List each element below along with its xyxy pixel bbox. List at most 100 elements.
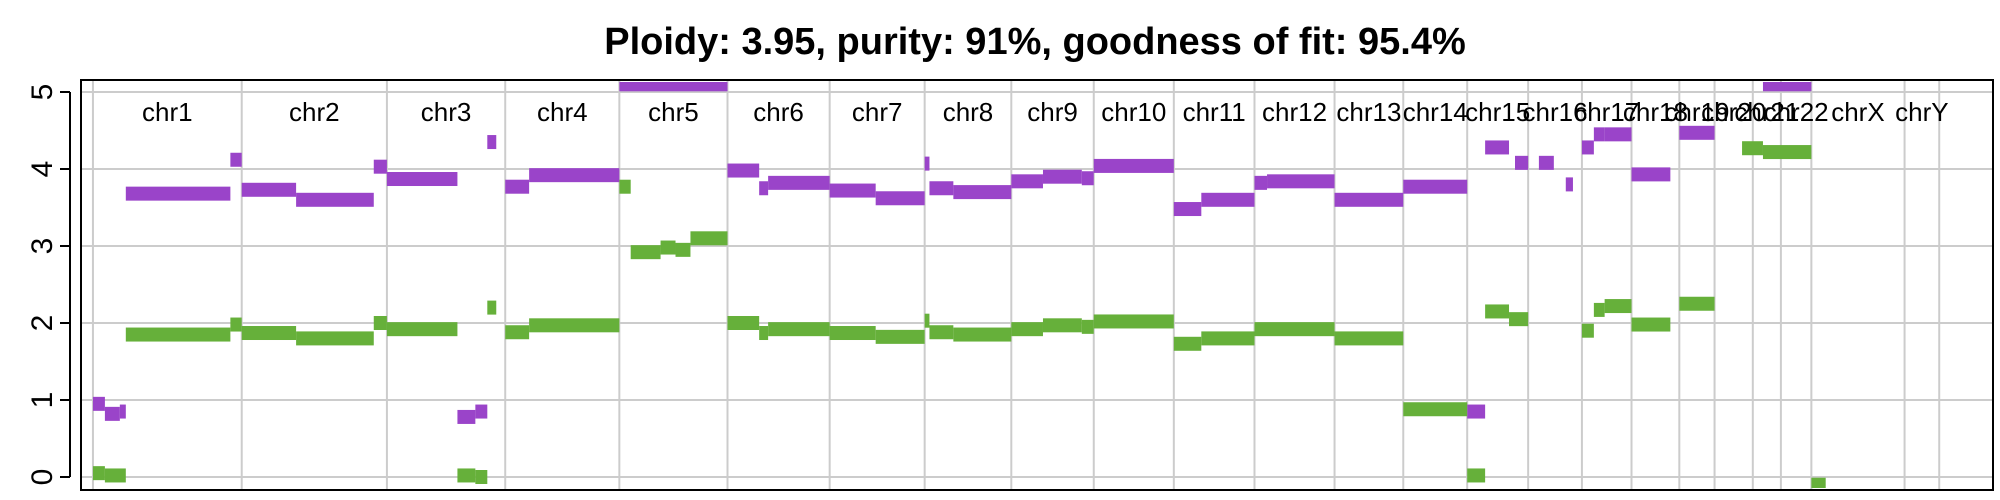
chromosome-label-chr18: chr18 (1623, 97, 1688, 127)
chromosome-label-chr13: chr13 (1336, 97, 1401, 127)
segment-s1-1 (104, 468, 126, 483)
segment-s0-22 (953, 185, 1012, 200)
segment-s1-18 (727, 316, 760, 330)
segment-s1-25 (953, 327, 1012, 342)
chromosome-label-chr21: chr21 (1734, 97, 1799, 127)
segment-s0-4 (230, 152, 242, 167)
segment-s1-19 (759, 326, 769, 341)
segment-s1-28 (1081, 319, 1094, 334)
segments (92, 82, 1826, 488)
segment-s0-29 (1254, 175, 1268, 190)
chromosome-label-chr9: chr9 (1027, 97, 1078, 127)
chromosome-label-chr11: chr11 (1183, 97, 1246, 127)
chart-title: Ploidy: 3.95, purity: 91%, goodness of f… (604, 21, 1466, 63)
segment-s0-33 (1467, 404, 1486, 419)
segment-s1-13 (619, 179, 631, 194)
segment-s1-33 (1334, 331, 1404, 346)
chromosome-label-chr5: chr5 (648, 97, 699, 127)
segment-s0-37 (1565, 177, 1573, 192)
segment-s0-30 (1267, 174, 1335, 189)
segment-s0-39 (1593, 127, 1605, 142)
chromosome-labels: chr1 chr2 chr3 chr4 chr5 chr6 chr7 chr8 chr9 chr1… (142, 97, 1949, 127)
segment-s1-14 (630, 245, 661, 260)
segment-s0-41 (1631, 167, 1671, 182)
segment-s0-43 (1762, 82, 1812, 92)
segment-s1-44 (1762, 145, 1812, 160)
segment-s0-25 (1081, 171, 1094, 186)
segment-s0-18 (829, 183, 876, 198)
chromosome-label-chr15: chr15 (1465, 97, 1530, 127)
chromosome-label-chr4: chr4 (537, 97, 588, 127)
grid-lines (81, 80, 1993, 490)
segment-s0-5 (241, 182, 297, 197)
segment-s1-29 (1093, 314, 1174, 329)
segment-s1-34 (1403, 402, 1468, 417)
segment-s1-35 (1467, 468, 1486, 483)
segment-s1-41 (1631, 317, 1671, 332)
segment-s1-26 (1011, 322, 1043, 337)
y-tick-label-0: 0 (26, 469, 59, 486)
y-axis: 0 1 2 3 4 5 (26, 84, 71, 486)
segment-s0-10 (475, 404, 488, 419)
segment-s0-35 (1515, 155, 1529, 170)
segment-s1-43 (1742, 141, 1763, 156)
plot-frame (80, 79, 1994, 491)
segment-s1-32 (1254, 322, 1335, 337)
segment-s1-24 (929, 325, 954, 340)
segment-s1-21 (829, 326, 876, 341)
segment-s1-6 (373, 316, 387, 330)
segment-s1-3 (230, 317, 242, 332)
chromosome-label-chrY: chrY (1895, 97, 1948, 127)
segment-s1-27 (1042, 318, 1082, 333)
segment-s0-23 (1011, 174, 1043, 189)
segment-s0-16 (759, 181, 769, 196)
segment-s0-9 (457, 409, 476, 424)
chromosome-label-chrX: chrX (1831, 97, 1884, 127)
segment-s1-37 (1509, 312, 1529, 327)
segment-s0-17 (768, 175, 830, 190)
segment-s0-38 (1581, 140, 1594, 155)
segment-s1-31 (1201, 331, 1255, 346)
segment-s1-45 (1811, 477, 1826, 488)
segment-s1-30 (1173, 336, 1202, 351)
chromosome-label-chr20: chr20 (1701, 97, 1766, 127)
segment-s1-39 (1593, 302, 1605, 317)
segment-s1-22 (875, 329, 925, 344)
chromosome-label-chr3: chr3 (421, 97, 472, 127)
segment-s0-42 (1679, 125, 1715, 140)
chromosome-label-chr22: chr22 (1764, 97, 1829, 127)
segment-s0-21 (929, 181, 954, 196)
segment-s1-0 (92, 466, 105, 481)
chromosome-label-chr1: chr1 (142, 97, 193, 127)
segment-s0-34 (1485, 140, 1510, 155)
segment-s0-20 (924, 156, 930, 171)
segment-s1-12 (529, 318, 620, 333)
chromosome-label-chr16: chr16 (1523, 97, 1588, 127)
y-tick-label-2: 2 (26, 315, 59, 332)
segment-s1-36 (1485, 304, 1510, 319)
y-tick-label-3: 3 (26, 238, 59, 255)
segment-s0-15 (727, 163, 760, 178)
segment-s1-7 (386, 322, 458, 337)
segment-s1-8 (457, 468, 476, 483)
segment-s1-20 (768, 322, 830, 337)
segment-s0-7 (373, 159, 387, 174)
segment-s0-32 (1403, 179, 1468, 194)
chromosome-label-chr8: chr8 (943, 97, 994, 127)
segment-s0-36 (1538, 155, 1554, 170)
segment-s1-11 (505, 325, 530, 340)
segment-s1-17 (690, 231, 728, 246)
segment-s1-23 (924, 313, 930, 328)
segment-s0-12 (505, 179, 530, 194)
segment-s0-11 (487, 135, 497, 150)
segment-s1-9 (475, 470, 488, 484)
segment-s0-27 (1173, 202, 1202, 217)
chromosome-label-chr12: chr12 (1262, 97, 1327, 127)
chromosome-label-chr10: chr10 (1101, 97, 1166, 127)
chromosome-label-chr7: chr7 (852, 97, 903, 127)
chromosome-label-chr14: chr14 (1403, 97, 1468, 127)
segment-s0-14 (619, 82, 728, 92)
segment-s0-2 (119, 404, 126, 419)
